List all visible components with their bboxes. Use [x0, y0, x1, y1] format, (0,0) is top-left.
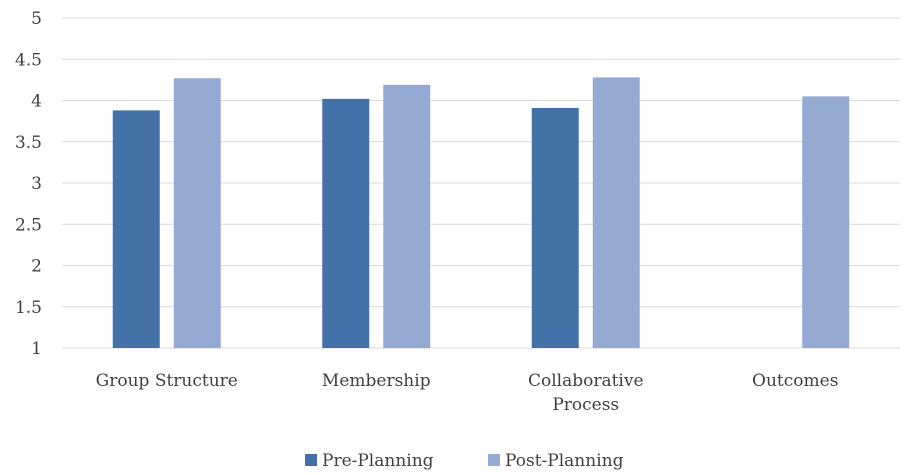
- x-category-label: Group Structure: [96, 371, 238, 391]
- x-category-label: Collaborative: [528, 371, 644, 391]
- y-tick-label: 2: [31, 257, 42, 277]
- bar-pre-planning-group-structure: [112, 110, 160, 349]
- y-tick-label: 3: [31, 174, 42, 194]
- bar-post-planning-outcomes: [802, 96, 850, 348]
- bars: [112, 77, 850, 349]
- legend-swatch: [488, 454, 500, 466]
- bar-post-planning-group-structure: [173, 78, 221, 348]
- legend-label: Pre-Planning: [322, 451, 434, 471]
- x-axis-category-labels: Group Structure Membership Collaborative Pr…: [96, 371, 839, 415]
- y-tick-label: 3.5: [15, 133, 42, 153]
- bar-post-planning-membership: [383, 84, 431, 348]
- x-category-label: Membership: [322, 371, 431, 391]
- y-tick-label: 4: [31, 92, 42, 112]
- x-category-label: Outcomes: [752, 371, 838, 391]
- y-axis-tick-labels: 1 1.5 2 2.5 3 3.5 4 4.5 5: [15, 9, 42, 359]
- y-tick-label: 4.5: [15, 50, 42, 70]
- legend: Pre-Planning Post-Planning: [305, 451, 624, 471]
- legend-label: Post-Planning: [505, 451, 624, 471]
- y-tick-label: 1: [31, 339, 42, 359]
- y-tick-label: 5: [31, 9, 42, 29]
- bar-post-planning-collaborative-process: [592, 77, 640, 349]
- y-tick-label: 1.5: [15, 298, 42, 318]
- bar-pre-planning-collaborative-process: [531, 107, 579, 348]
- legend-swatch: [305, 454, 317, 466]
- bar-pre-planning-membership: [322, 98, 370, 348]
- y-tick-label: 2.5: [15, 215, 42, 235]
- x-category-label: Process: [552, 395, 619, 415]
